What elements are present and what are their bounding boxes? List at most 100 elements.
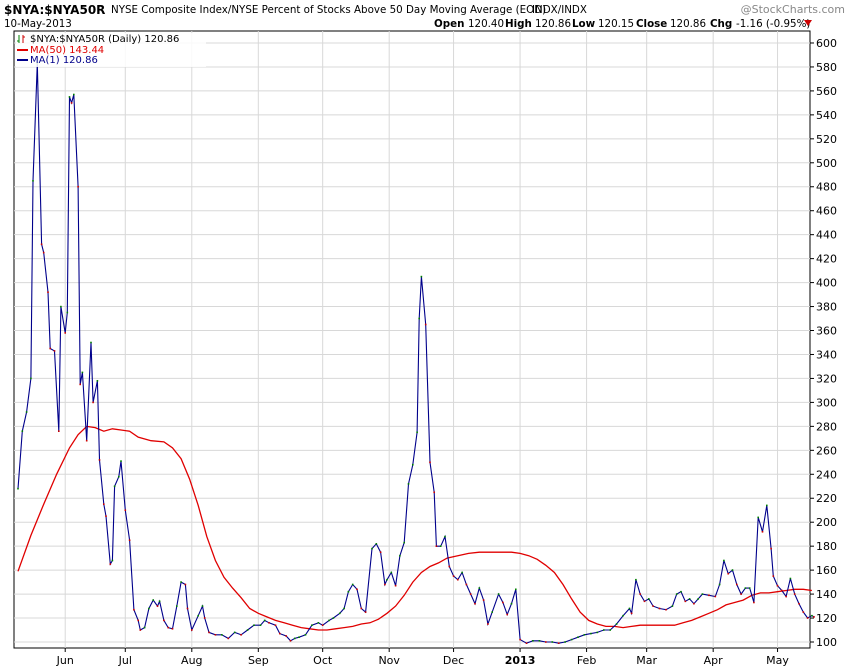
data-point [429,461,431,464]
data-point [17,487,19,490]
data-point [186,607,189,610]
data-point [360,607,363,610]
data-point [98,459,101,461]
x-tick-label: Sep [248,654,269,667]
data-point [639,593,641,595]
data-point [671,605,674,607]
data-point [590,632,592,635]
data-point [356,588,358,591]
data-point [399,554,401,557]
data-point [781,589,783,592]
chart-date: 10-May-2013 [4,18,72,30]
open-value: 120.40 [468,18,504,30]
data-point [416,431,418,434]
data-point [465,583,468,586]
data-point [32,180,34,182]
data-point [744,587,747,589]
data-point [538,640,541,642]
legend-item-price: $NYA:$NYA50R (Daily) 120.86 [17,34,179,45]
data-point [274,624,277,626]
x-tick-label: Oct [313,654,333,667]
data-point [802,611,805,613]
data-point [148,607,150,610]
chart-symbol: $NYA:$NYA50R [4,3,105,17]
low-label: Low [572,18,596,30]
data-point [152,599,154,601]
data-point [351,583,354,586]
data-point [482,599,485,601]
data-point [343,607,345,610]
data-point [469,593,472,595]
data-point [798,602,800,605]
data-point [615,623,618,625]
data-point [772,575,775,577]
data-point [439,545,442,547]
data-point [60,305,62,308]
data-point [688,598,691,600]
x-tick-label: Feb [577,654,596,667]
down-arrow-icon [804,20,812,26]
data-point [394,584,397,587]
data-point [564,641,566,643]
data-point [386,578,388,581]
data-point [21,430,24,432]
y-tick-label: 480 [816,181,837,194]
data-point [47,291,49,293]
data-point [813,616,815,618]
y-tick-label: 580 [816,61,837,74]
x-axis: Jun Jul Aug Sep Oct Nov Dec 2013 Feb Mar Apr May [56,648,789,667]
data-point [339,612,341,615]
chart-title: NYSE Composite Index/NYSE Percent of Sto… [111,4,546,16]
open-label: Open [434,18,464,30]
data-point [761,531,764,533]
data-point [603,629,605,631]
y-tick-label: 360 [816,325,837,338]
data-point [515,588,517,591]
data-point [727,572,729,575]
close-label: Close [636,18,667,30]
data-point [418,317,420,320]
data-point [171,628,174,630]
data-point [557,642,560,644]
data-point [407,483,410,485]
close-value: 120.86 [670,18,706,30]
data-point [474,602,476,605]
data-point [285,635,287,637]
y-tick-label: 200 [816,516,837,529]
data-point [317,622,320,624]
data-point [622,614,624,617]
data-point [221,634,223,636]
data-point [163,619,165,622]
data-point [766,504,768,507]
data-point [184,583,187,586]
data-point [191,629,193,631]
data-point [298,636,300,638]
data-point [570,638,573,641]
data-point [793,593,796,595]
data-point [64,332,66,334]
y-tick-label: 120 [816,612,837,625]
data-point [433,491,435,494]
data-point [375,543,378,545]
data-point [748,587,751,589]
data-point [158,600,161,603]
data-point [311,624,313,626]
data-point [545,641,547,643]
data-point [371,547,373,550]
y-tick-label: 500 [816,157,837,170]
data-point [628,607,631,610]
data-point [25,411,28,413]
ohlc-readout: Open 120.40 High 120.86 Low 120.15 Close… [434,18,812,30]
data-point [551,641,554,643]
data-point [90,341,92,344]
data-point [658,607,661,610]
data-point [49,347,51,350]
data-point [487,623,489,625]
data-point [96,380,99,382]
data-point [167,626,169,629]
x-tick-label: Dec [443,654,464,667]
y-tick-label: 340 [816,348,837,361]
data-point [390,571,393,574]
data-point [197,614,199,617]
data-point [208,631,210,634]
